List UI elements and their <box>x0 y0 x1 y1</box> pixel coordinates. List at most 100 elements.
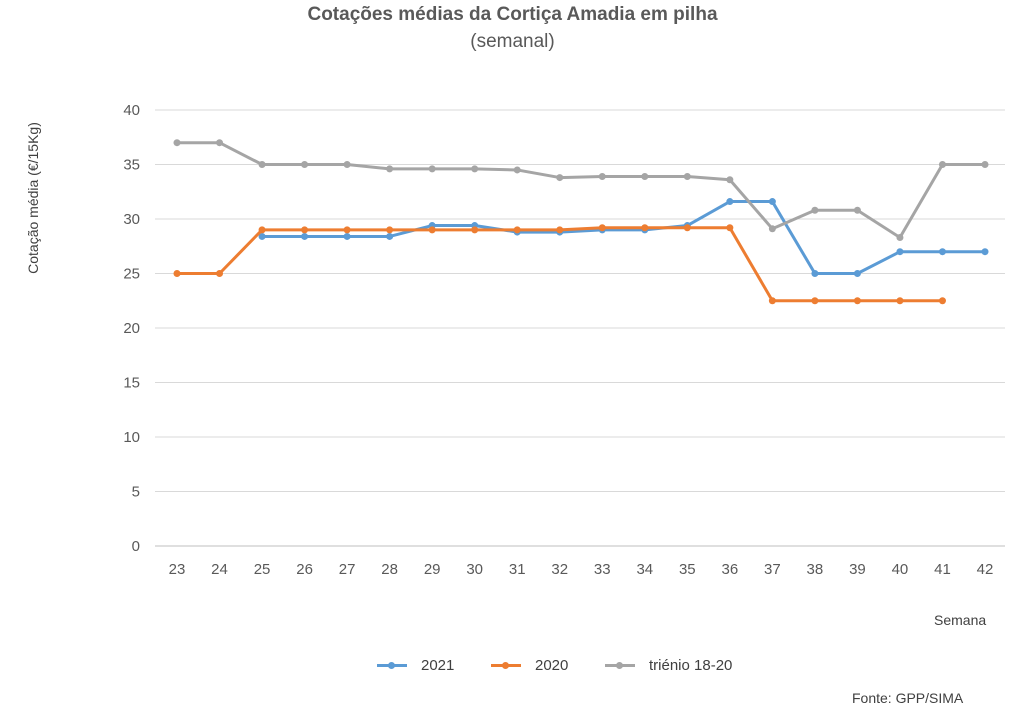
data-point <box>641 172 649 180</box>
data-point <box>938 297 946 305</box>
x-tick-label: 34 <box>636 561 653 578</box>
data-point <box>258 226 266 234</box>
data-point <box>896 297 904 305</box>
y-tick-label: 25 <box>123 266 140 283</box>
x-tick-label: 29 <box>424 561 441 578</box>
data-point <box>768 225 776 233</box>
data-point <box>853 270 861 277</box>
data-point <box>471 226 479 234</box>
data-point <box>301 232 309 240</box>
data-point <box>343 226 351 234</box>
x-tick-label: 32 <box>551 561 568 578</box>
data-point <box>428 165 436 173</box>
data-point <box>981 248 989 256</box>
data-point <box>386 232 394 240</box>
legend-label-trienio: triénio 18-20 <box>649 656 733 674</box>
gridlines <box>155 109 1005 547</box>
data-point <box>173 139 181 147</box>
data-point <box>556 226 564 234</box>
data-point <box>981 161 989 168</box>
y-tick-label: 40 <box>123 102 140 119</box>
y-tick-label: 35 <box>123 157 140 174</box>
series-layer <box>173 139 989 305</box>
data-point <box>556 174 564 182</box>
data-point <box>726 198 734 206</box>
legend-label-2021: 2021 <box>421 656 455 674</box>
data-point <box>726 176 734 184</box>
data-point <box>896 248 904 256</box>
y-tick-label: 5 <box>132 484 140 501</box>
data-point <box>386 165 394 173</box>
x-tick-label: 31 <box>509 561 526 578</box>
x-tick-label: 26 <box>296 561 313 578</box>
y-tick-labels: 0 5 10 15 20 25 30 35 40 <box>123 102 140 555</box>
data-point <box>598 172 606 180</box>
legend-marker-2021 <box>388 662 395 669</box>
data-point <box>301 226 309 234</box>
x-tick-labels: 23 24 25 26 27 28 29 30 31 32 33 34 35 36 37 38 39 40 41 42 <box>169 561 994 578</box>
data-point <box>513 226 521 234</box>
y-tick-label: 10 <box>123 429 140 446</box>
data-point <box>641 224 649 232</box>
legend-swatch-2021 <box>377 654 407 676</box>
data-point <box>598 224 606 232</box>
data-point <box>471 165 479 173</box>
series-0 <box>258 198 989 277</box>
series-line <box>260 200 987 275</box>
series-line <box>175 226 944 303</box>
x-tick-label: 30 <box>466 561 483 578</box>
series-line <box>175 141 987 240</box>
x-tick-label: 39 <box>849 561 866 578</box>
x-tick-label: 36 <box>721 561 738 578</box>
data-point <box>811 297 819 305</box>
x-tick-label: 25 <box>254 561 271 578</box>
data-point <box>513 166 521 174</box>
chart-title: Cotações médias da Cortiça Amadia em pil… <box>307 4 718 25</box>
legend-item-trienio: triénio 18-20 <box>605 654 732 676</box>
x-tick-label: 38 <box>807 561 824 578</box>
x-tick-label: 42 <box>977 561 994 578</box>
y-tick-label: 15 <box>123 375 140 392</box>
series-2 <box>173 139 989 242</box>
x-tick-label: 41 <box>934 561 951 578</box>
legend-marker-2020 <box>502 662 509 669</box>
data-point <box>301 161 309 168</box>
data-point <box>386 226 394 234</box>
x-axis-title: Semana <box>934 612 987 628</box>
legend-swatch-trienio <box>605 654 635 676</box>
legend-item-2021: 2021 <box>377 654 454 676</box>
data-point <box>938 161 946 168</box>
data-point <box>343 161 351 168</box>
legend-item-2020: 2020 <box>491 654 568 676</box>
source-note: Fonte: GPP/SIMA <box>852 690 964 706</box>
series-1 <box>173 224 946 305</box>
data-point <box>938 248 946 256</box>
legend-label-2020: 2020 <box>535 656 569 674</box>
x-tick-label: 27 <box>339 561 356 578</box>
data-point <box>768 297 776 305</box>
x-tick-label: 35 <box>679 561 696 578</box>
x-tick-label: 37 <box>764 561 781 578</box>
data-point <box>853 297 861 305</box>
data-point <box>173 270 181 277</box>
legend: 2021 2020 triénio 18-20 <box>0 654 1025 676</box>
data-point <box>258 161 266 168</box>
chart-subtitle: (semanal) <box>470 31 555 52</box>
y-tick-label: 20 <box>123 320 140 337</box>
data-point <box>768 198 776 206</box>
x-tick-label: 23 <box>169 561 186 578</box>
x-tick-label: 40 <box>892 561 909 578</box>
x-tick-label: 28 <box>381 561 398 578</box>
data-point <box>811 206 819 214</box>
legend-swatch-2020 <box>491 654 521 676</box>
data-point <box>258 232 266 240</box>
data-point <box>216 139 224 147</box>
y-tick-label: 30 <box>123 211 140 228</box>
data-point <box>726 224 734 232</box>
legend-marker-trienio <box>616 662 623 669</box>
x-tick-label: 24 <box>211 561 228 578</box>
data-point <box>216 270 224 277</box>
data-point <box>428 226 436 234</box>
